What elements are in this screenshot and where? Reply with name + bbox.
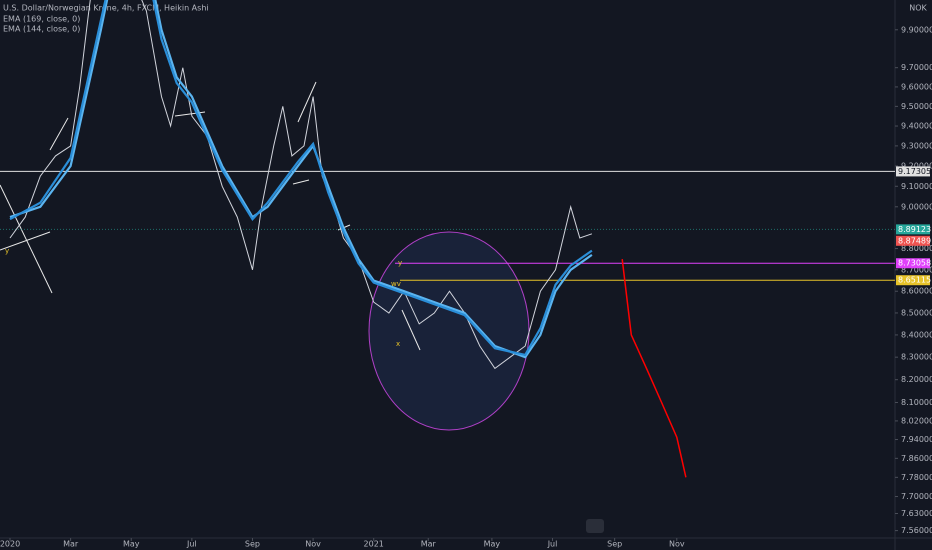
x-tick-label: Nov [305,540,321,549]
annotation: x [396,340,400,348]
level-label-bg [896,166,930,177]
level-label: 9.17305 [898,167,931,176]
plot-area [0,0,895,478]
level-label-bg [896,224,930,235]
y-tick-label: 8.40000 [901,330,932,339]
annotation: y [5,247,9,255]
axis-unit: NOK [909,4,927,13]
y-tick-label: 9.60000 [901,82,932,91]
x-tick-label: Jul [547,540,558,549]
level-label: 8.73058 [898,259,931,268]
ellipse-drawing [368,231,530,431]
y-tick-label: 9.40000 [901,122,932,131]
x-tick-label: May [123,540,140,549]
y-tick-label: 8.30000 [901,353,932,362]
y-tick-label: 9.90000 [901,25,932,34]
logo [586,519,604,533]
x-tick-label: May [484,540,501,549]
current-price-label: 8.87489 [898,236,931,245]
y-tick-label: 9.20000 [901,161,932,170]
y-tick-label: 8.50000 [901,308,932,317]
y-tick-label: 8.10000 [901,398,932,407]
y-tick-label: 7.78000 [901,473,932,482]
y-tick-label: 9.50000 [901,102,932,111]
level-label: 8.65115 [898,276,931,285]
y-tick-label: 8.60000 [901,287,932,296]
x-tick-label: Sep [245,540,260,549]
annotation: y [398,259,402,267]
y-tick-label: 9.70000 [901,63,932,72]
y-tick-label: 7.86000 [901,454,932,463]
y-tick-label: 9.00000 [901,202,932,211]
y-tick-label: 9.10000 [901,182,932,191]
y-tick-label: 8.20000 [901,375,932,384]
y-tick-label: 7.94000 [901,435,932,444]
level-label-bg [896,275,930,286]
y-tick-label: 8.80000 [901,244,932,253]
trend-drawings [0,81,421,351]
x-tick-label: 2021 [364,540,384,549]
current-price-bg [896,235,930,246]
x-tick-label: 2020 [0,540,20,549]
price-line [9,0,593,370]
x-tick-label: Sep [607,540,622,549]
legend-entry: EMA (169, close, 0) [3,15,80,24]
x-tick-label: Mar [421,540,437,549]
legend-entry: EMA (144, close, 0) [3,25,80,34]
y-tick-label: 7.56000 [901,526,932,535]
y-tick-label: 8.02000 [901,416,932,425]
level-label: 8.89123 [898,225,931,234]
x-tick-label: Nov [669,540,685,549]
level-label-bg [896,258,930,269]
x-tick-label: Jul [186,540,197,549]
projection-line [621,259,687,478]
y-tick-label: 9.30000 [901,141,932,150]
y-tick-label: 7.70000 [901,492,932,501]
ema-line [9,0,593,357]
annotation: wv [391,280,401,288]
y-tick-label: 8.70000 [901,265,932,274]
y-tick-label: 7.63000 [901,509,932,518]
x-tick-label: Mar [63,540,79,549]
